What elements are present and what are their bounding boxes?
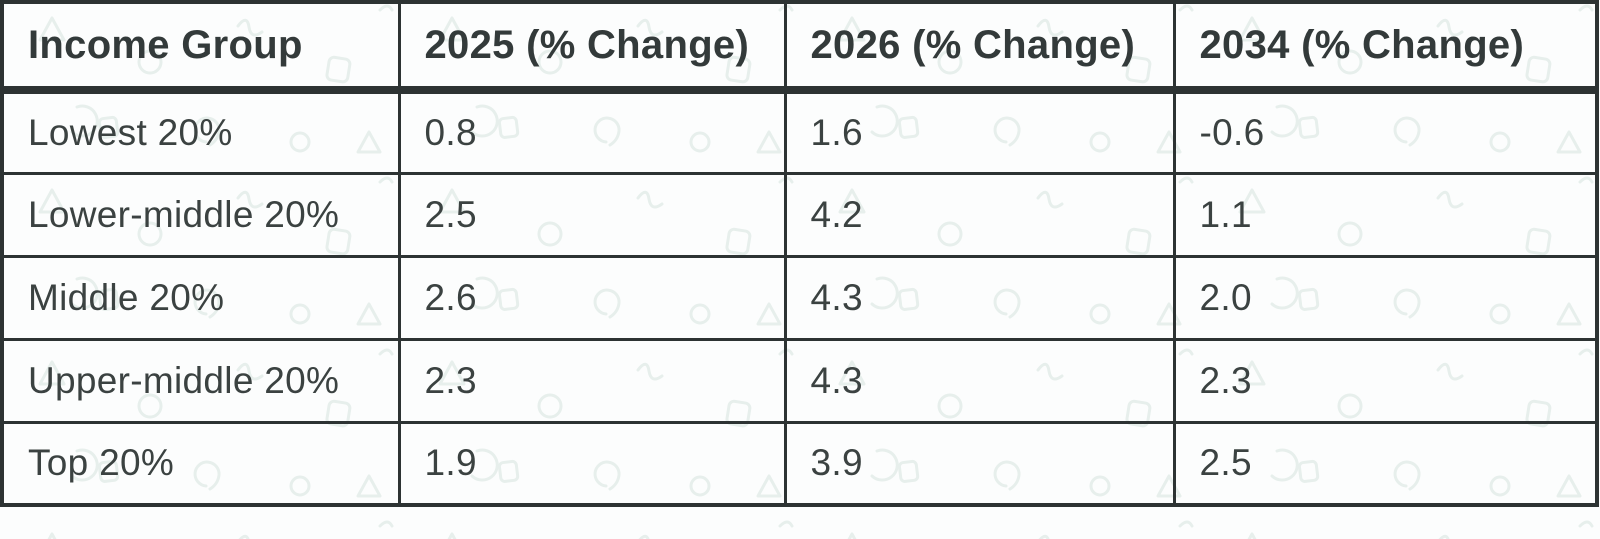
income-change-table: Income Group 2025 (% Change) 2026 (% Cha…: [0, 0, 1599, 507]
cell-2025-value: 2.3: [397, 337, 787, 424]
table-row-upper-middle-20: Upper-middle 20% 2.3 4.3 2.3: [0, 337, 1599, 424]
cell-income-group: Lower-middle 20%: [0, 171, 401, 258]
cell-income-group: Middle 20%: [0, 254, 401, 341]
cell-2026-value: 1.6: [783, 88, 1176, 175]
table-row-middle-20: Middle 20% 2.6 4.3 2.0: [0, 254, 1599, 341]
cell-2025-value: 2.5: [397, 171, 787, 258]
cell-2034-value: 2.0: [1172, 254, 1599, 341]
cell-2025-value: 0.8: [397, 88, 787, 175]
cell-2034-value: 1.1: [1172, 171, 1599, 258]
cell-2034-value: -0.6: [1172, 88, 1599, 175]
cell-income-group: Lowest 20%: [0, 88, 401, 175]
column-header-2034-change: 2034 (% Change): [1172, 0, 1599, 94]
cell-2034-value: 2.3: [1172, 337, 1599, 424]
cell-2034-value: 2.5: [1172, 420, 1599, 507]
column-header-income-group: Income Group: [0, 0, 401, 94]
cell-2026-value: 3.9: [783, 420, 1176, 507]
cell-income-group: Upper-middle 20%: [0, 337, 401, 424]
cell-2026-value: 4.3: [783, 254, 1176, 341]
table-row-top-20: Top 20% 1.9 3.9 2.5: [0, 420, 1599, 507]
cell-income-group: Top 20%: [0, 420, 401, 507]
column-header-2025-change: 2025 (% Change): [397, 0, 787, 94]
table-row-lower-middle-20: Lower-middle 20% 2.5 4.2 1.1: [0, 171, 1599, 258]
cell-2026-value: 4.3: [783, 337, 1176, 424]
table-header-row: Income Group 2025 (% Change) 2026 (% Cha…: [0, 0, 1599, 94]
cell-2025-value: 2.6: [397, 254, 787, 341]
cell-2026-value: 4.2: [783, 171, 1176, 258]
column-header-2026-change: 2026 (% Change): [783, 0, 1176, 94]
table-row-lowest-20: Lowest 20% 0.8 1.6 -0.6: [0, 88, 1599, 175]
cell-2025-value: 1.9: [397, 420, 787, 507]
